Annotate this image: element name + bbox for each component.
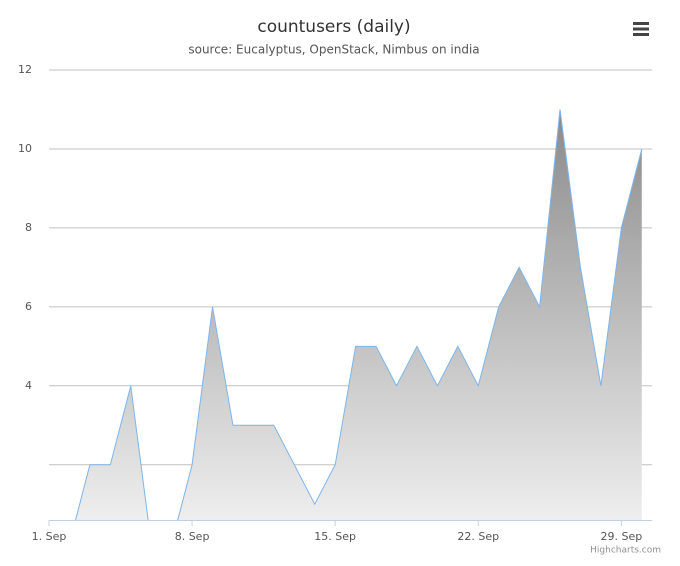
plot-area xyxy=(49,109,643,520)
y-tick-label: 10 xyxy=(18,142,32,155)
x-tick-label: 8. Sep xyxy=(175,530,210,543)
area-line xyxy=(75,109,643,520)
menu-bar xyxy=(633,22,649,25)
y-tick-label: 12 xyxy=(18,63,32,76)
credits[interactable]: Highcharts.com xyxy=(590,546,661,556)
y-tick-label: 8 xyxy=(25,221,32,234)
y-tick-label: 6 xyxy=(25,300,32,313)
x-tick-label: 15. Sep xyxy=(314,530,356,543)
y-tick-label: 4 xyxy=(25,379,32,392)
menu-bar xyxy=(633,33,649,36)
menu-bar xyxy=(633,27,649,31)
menu-button[interactable] xyxy=(628,16,654,42)
chart-title: countusers (daily) xyxy=(257,17,410,37)
chart-subtitle: source: Eucalyptus, OpenStack, Nimbus on… xyxy=(188,43,479,57)
area-fill xyxy=(49,109,642,520)
x-tick-label: 29. Sep xyxy=(600,530,642,543)
x-tick-label: 1. Sep xyxy=(32,530,67,543)
x-tick-label: 22. Sep xyxy=(457,530,499,543)
